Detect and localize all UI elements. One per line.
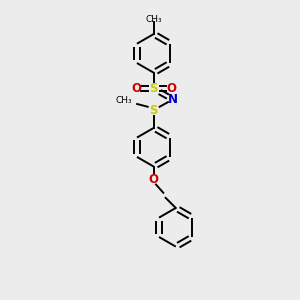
Text: O: O — [166, 82, 176, 95]
Text: S: S — [149, 104, 158, 117]
Text: CH₃: CH₃ — [146, 15, 162, 24]
Text: O: O — [131, 82, 141, 95]
Text: CH₃: CH₃ — [116, 96, 133, 105]
Text: S: S — [149, 82, 158, 95]
Text: N: N — [168, 93, 178, 106]
Text: O: O — [149, 173, 159, 186]
